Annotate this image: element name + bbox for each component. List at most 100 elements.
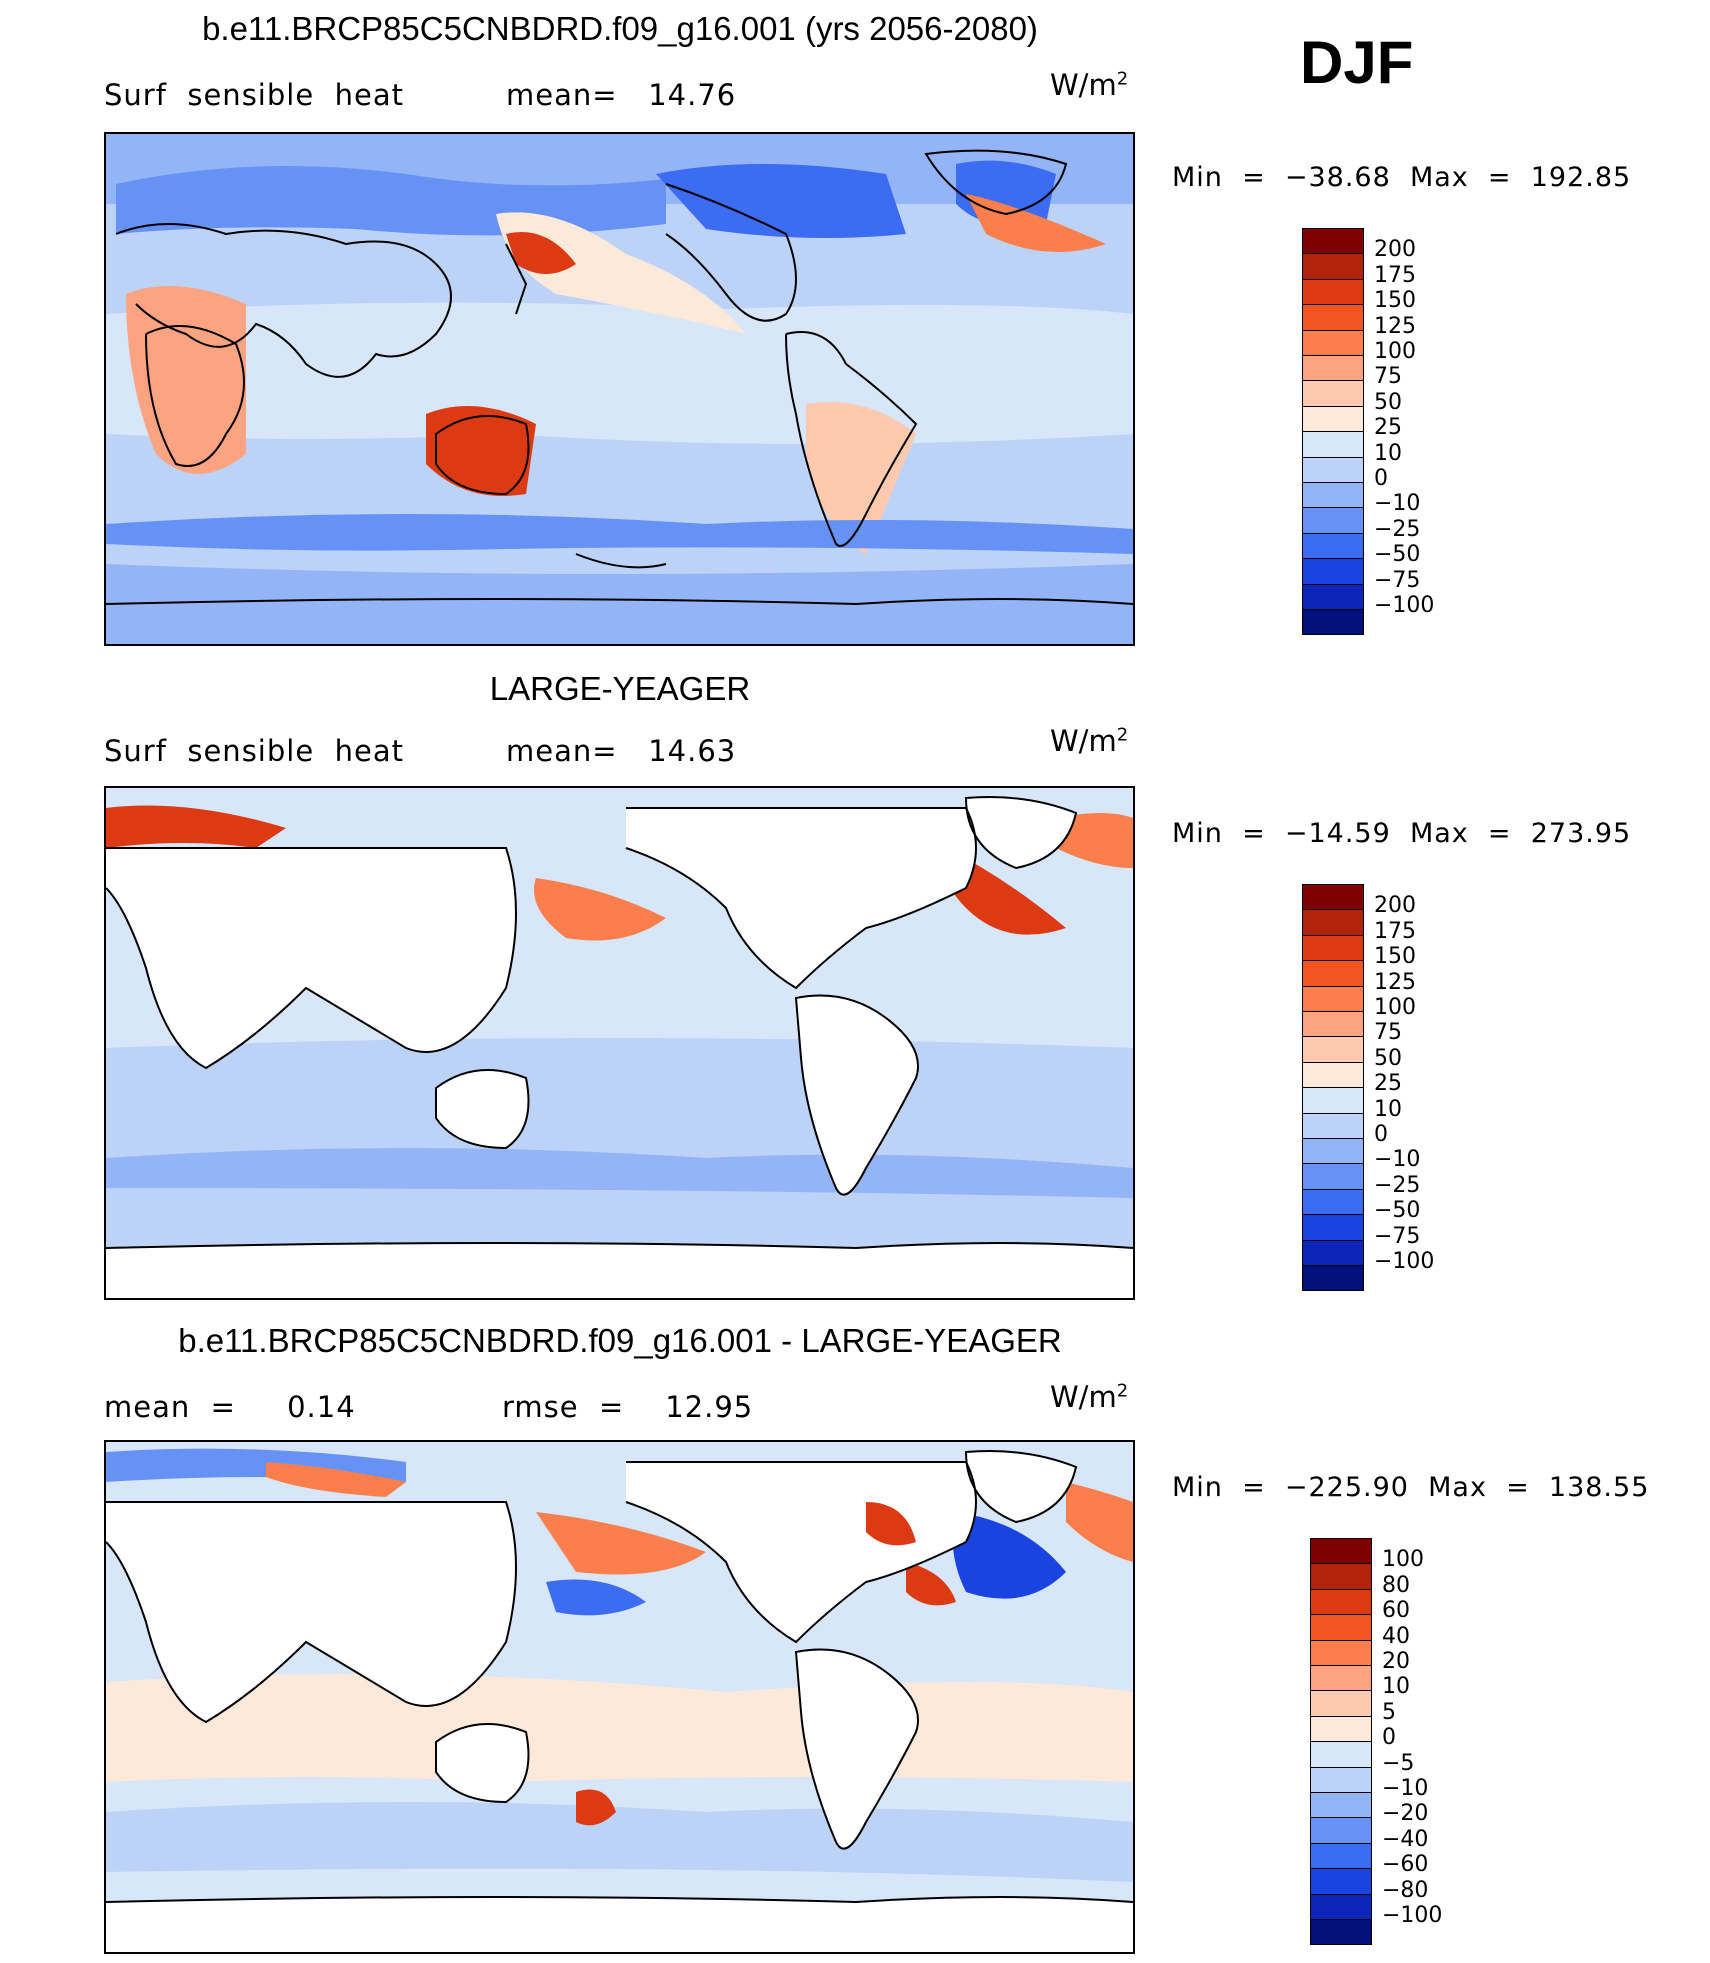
panel-2-title: LARGE-YEAGER <box>489 670 751 707</box>
colorbar-swatch <box>1302 1036 1364 1063</box>
panel-3-units: W/m2 <box>1050 1380 1129 1414</box>
japan-hot <box>506 232 576 274</box>
coastlines <box>106 796 1133 1250</box>
barents-hot <box>106 805 286 848</box>
colorbar-swatch <box>1302 583 1364 610</box>
colorbar-label: −50 <box>1374 1198 1421 1224</box>
colorbar-swatch <box>1302 329 1364 356</box>
panel-1-units: W/m2 <box>1050 68 1129 102</box>
colorbar-swatch <box>1302 1011 1364 1038</box>
colorbar-label: 50 <box>1374 1045 1402 1071</box>
colorbar-label: 40 <box>1382 1623 1410 1649</box>
antarctica-mask <box>106 1243 1133 1298</box>
colorbar-swatch <box>1310 1665 1372 1692</box>
panel-3-minmax: Min = −225.90 Max = 138.55 <box>1172 1472 1650 1503</box>
colorbar-swatch <box>1302 1087 1364 1114</box>
colorbar-label: −40 <box>1382 1826 1429 1852</box>
colorbar-swatch <box>1302 1138 1364 1165</box>
colorbar-label: 10 <box>1374 440 1402 466</box>
colorbar-label: 100 <box>1374 995 1416 1020</box>
colorbar-swatch <box>1302 456 1364 483</box>
tropical-warm-band <box>106 1674 1133 1782</box>
eurasia-africa-mask <box>106 1502 516 1722</box>
colorbar-label: 75 <box>1374 1020 1402 1046</box>
colorbar-swatch <box>1302 1188 1364 1216</box>
colorbar-swatch <box>1310 1919 1372 1946</box>
north-america-cold <box>656 164 906 238</box>
colorbar-label: 100 <box>1374 339 1416 364</box>
kuroshio-warm <box>496 212 746 334</box>
coastlines <box>106 1450 1133 1904</box>
colorbar-swatch <box>1310 1741 1372 1768</box>
colorbar-label: 100 <box>1382 1547 1424 1573</box>
colorbar-label: 75 <box>1374 364 1402 390</box>
colorbar-label: −5 <box>1382 1750 1415 1776</box>
panel-1-minmax: Min = −38.68 Max = 192.85 <box>1172 162 1632 193</box>
antarctica-mask <box>106 1897 1133 1952</box>
colorbar-swatch <box>1310 1766 1372 1793</box>
colorbar-label: −100 <box>1382 1903 1443 1928</box>
colorbar-label: 0 <box>1374 1122 1388 1147</box>
colorbar-swatch <box>1310 1868 1372 1895</box>
colorbar-label: −10 <box>1374 491 1421 517</box>
north-america-mask <box>626 808 976 988</box>
australia-hot <box>426 406 536 496</box>
colorbar-swatch <box>1302 884 1364 911</box>
colorbar-swatch <box>1302 304 1364 331</box>
colorbar-label: 125 <box>1374 313 1416 339</box>
colorbar-label: 0 <box>1374 466 1388 491</box>
panel-3-map-svg <box>106 1442 1133 1952</box>
south-america-mask <box>796 995 918 1195</box>
panel-3-colorbar: 100 80 60 40 20 10 5 0 −5 −10 −20 −40 −60 −80 −100 <box>1310 1538 1470 1948</box>
colorbar-swatch <box>1302 253 1364 280</box>
panel-2-minmax: Min = −14.59 Max = 273.95 <box>1172 818 1632 849</box>
colorbar-swatch <box>1310 1893 1372 1920</box>
colorbar-label: 200 <box>1374 893 1416 919</box>
colorbar-swatch <box>1310 1588 1372 1616</box>
colorbar-swatch <box>1302 228 1364 255</box>
colorbar-label: 150 <box>1374 944 1416 970</box>
colorbar-label: 200 <box>1374 237 1416 263</box>
eurasia-africa-mask <box>106 848 516 1068</box>
new-zealand-hot <box>576 1789 616 1826</box>
panel-3-map <box>104 1440 1135 1954</box>
panel-3-mean-label: mean = 0.14 <box>104 1390 356 1424</box>
colorbar-swatch <box>1302 960 1364 987</box>
colorbar-swatch <box>1302 507 1364 534</box>
panel-3-rmse-label: rmse = 12.95 <box>502 1390 754 1424</box>
colorbar-swatch <box>1310 1690 1372 1717</box>
panel-1-colorbar: 200 175 150 125 100 75 50 25 10 0 −10 −25 −50 −75 −100 <box>1302 228 1462 638</box>
colorbar-swatch <box>1302 609 1364 636</box>
colorbar-swatch <box>1302 380 1364 407</box>
colorbar-swatch <box>1302 278 1364 306</box>
panel-1-map <box>104 132 1135 646</box>
colorbar-swatch <box>1310 1614 1372 1641</box>
south-america-mask <box>796 1649 918 1849</box>
colorbar-swatch <box>1302 1061 1364 1089</box>
colorbar-swatch <box>1302 934 1364 962</box>
colorbar-label: 80 <box>1382 1572 1410 1598</box>
panel-2-units: W/m2 <box>1050 724 1129 758</box>
colorbar-label: −100 <box>1374 1249 1435 1274</box>
colorbar-label: −75 <box>1374 1223 1421 1249</box>
colorbar-swatch <box>1310 1639 1372 1666</box>
southern-band <box>106 1802 1133 1882</box>
antarctic-band <box>106 564 1133 644</box>
kuroshio-warm <box>534 878 666 941</box>
colorbar-swatch <box>1310 1842 1372 1870</box>
colorbar-label: 0 <box>1382 1725 1396 1751</box>
australia-mask <box>436 1724 529 1802</box>
colorbar-swatch <box>1302 1214 1364 1241</box>
southern-band <box>106 1148 1133 1198</box>
colorbar-label: 150 <box>1374 288 1416 314</box>
colorbar-label: −80 <box>1382 1877 1429 1903</box>
colorbar-label: 50 <box>1374 389 1402 415</box>
colorbar-swatch <box>1302 1112 1364 1139</box>
nordic-warm <box>1056 813 1133 868</box>
colorbar-label: 25 <box>1374 415 1402 441</box>
colorbar-swatch <box>1302 1163 1364 1190</box>
colorbar-label: 25 <box>1374 1071 1402 1097</box>
colorbar-swatch <box>1302 355 1364 382</box>
colorbar-swatch <box>1302 985 1364 1012</box>
colorbar-label: −60 <box>1382 1852 1429 1878</box>
